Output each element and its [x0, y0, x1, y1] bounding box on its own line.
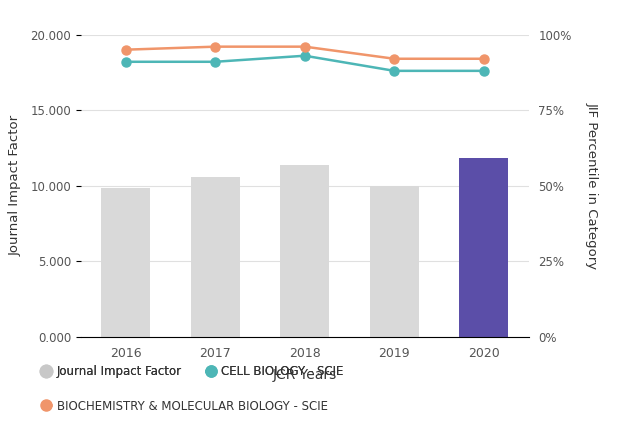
X-axis label: JCR Years: JCR Years — [272, 368, 337, 382]
Legend: BIOCHEMISTRY & MOLECULAR BIOLOGY - SCIE: BIOCHEMISTRY & MOLECULAR BIOLOGY - SCIE — [37, 395, 333, 417]
Y-axis label: JIF Percentile in Category: JIF Percentile in Category — [586, 102, 599, 269]
Y-axis label: Journal Impact Factor: Journal Impact Factor — [9, 115, 22, 256]
Bar — [459, 158, 508, 337]
Bar — [101, 188, 151, 337]
Legend: Journal Impact Factor, CELL BIOLOGY - SCIE: Journal Impact Factor, CELL BIOLOGY - SC… — [37, 360, 348, 383]
Bar — [280, 165, 330, 337]
Bar — [369, 186, 419, 337]
Bar — [191, 177, 240, 337]
